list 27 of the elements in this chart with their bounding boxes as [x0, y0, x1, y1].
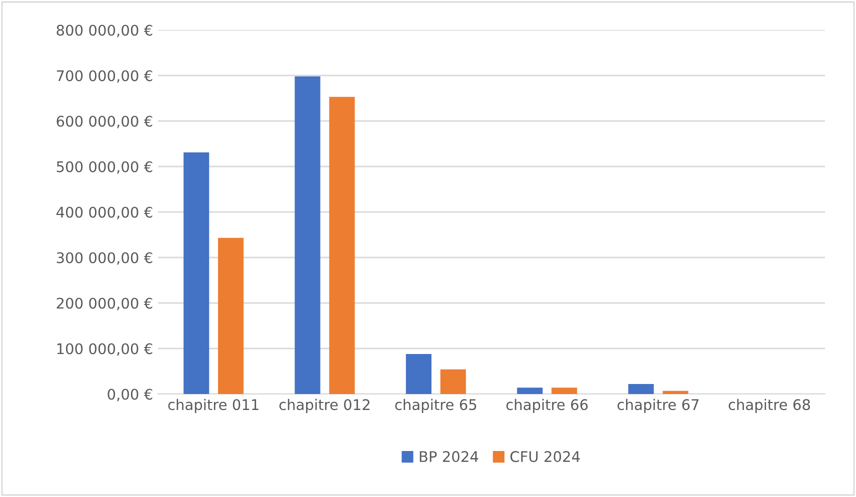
bar [218, 238, 244, 394]
y-tick-label: 100 000,00 € [57, 343, 152, 356]
bar [440, 369, 466, 394]
y-tick-label: 0,00 € [108, 388, 152, 402]
legend-label: BP 2024 [420, 451, 478, 462]
bar [517, 388, 543, 394]
bar [329, 96, 355, 394]
x-tick-label: chapitre 66 [506, 398, 588, 413]
y-tick-label: 300 000,00 € [56, 252, 152, 265]
y-tick-label: 400 000,00 € [56, 206, 152, 220]
x-tick-label: chapitre 68 [728, 398, 810, 413]
x-tick-label: chapitre 65 [395, 398, 476, 413]
legend-label: CFU 2024 [510, 451, 580, 462]
y-tick-label: 500 000,00 € [56, 161, 152, 174]
y-tick-label: 800 000,00 € [56, 24, 152, 38]
bar [628, 384, 654, 394]
y-tick-label: 600 000,00 € [56, 116, 152, 128]
bar [294, 76, 320, 394]
bar [184, 152, 210, 394]
bar [662, 390, 688, 394]
x-tick-label: chapitre 011 [168, 398, 258, 413]
y-tick-label: 200 000,00 € [56, 298, 152, 310]
bar [552, 388, 578, 394]
bar [406, 354, 432, 394]
y-tick-label: 700 000,00 € [56, 70, 152, 83]
x-tick-label: chapitre 67 [618, 398, 699, 413]
x-tick-label: chapitre 012 [279, 398, 370, 413]
